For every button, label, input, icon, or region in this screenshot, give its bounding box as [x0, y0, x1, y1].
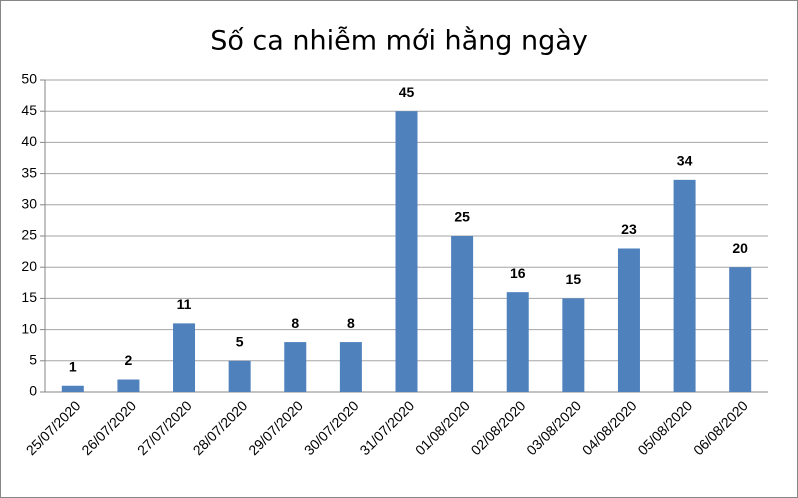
data-label: 45 — [399, 84, 415, 100]
data-label: 5 — [236, 334, 244, 350]
data-label: 8 — [291, 315, 299, 331]
bar — [729, 267, 752, 392]
y-tick-label: 45 — [21, 102, 37, 118]
y-tick-label: 30 — [21, 196, 37, 212]
bar — [562, 298, 585, 392]
bar — [617, 248, 640, 392]
y-tick-label: 0 — [29, 383, 37, 399]
bar — [673, 179, 696, 392]
data-label: 23 — [621, 221, 637, 237]
data-label: 11 — [177, 296, 192, 312]
bar — [173, 323, 196, 392]
y-tick-label: 5 — [29, 352, 37, 368]
data-label: 8 — [347, 315, 355, 331]
bar — [451, 236, 474, 392]
y-tick-label: 20 — [21, 258, 37, 274]
y-tick-label: 10 — [21, 320, 37, 336]
chart-title: Số ca nhiễm mới hằng ngày — [210, 26, 588, 57]
y-tick-label: 25 — [21, 227, 37, 243]
y-tick-label: 50 — [21, 71, 37, 87]
data-label: 16 — [510, 265, 526, 281]
data-label: 2 — [125, 352, 133, 368]
data-label: 20 — [732, 240, 748, 256]
data-label: 34 — [677, 153, 693, 169]
data-label: 15 — [566, 271, 582, 287]
y-tick-label: 40 — [21, 133, 37, 149]
bar — [339, 342, 362, 392]
bar — [395, 111, 418, 392]
y-tick-label: 15 — [21, 289, 37, 305]
bar — [228, 360, 251, 392]
data-label: 1 — [69, 358, 77, 374]
bar — [284, 342, 307, 392]
data-label: 25 — [454, 209, 470, 225]
bar — [117, 379, 140, 392]
bar — [506, 292, 529, 392]
bar — [61, 385, 84, 392]
y-tick-label: 35 — [21, 164, 37, 180]
